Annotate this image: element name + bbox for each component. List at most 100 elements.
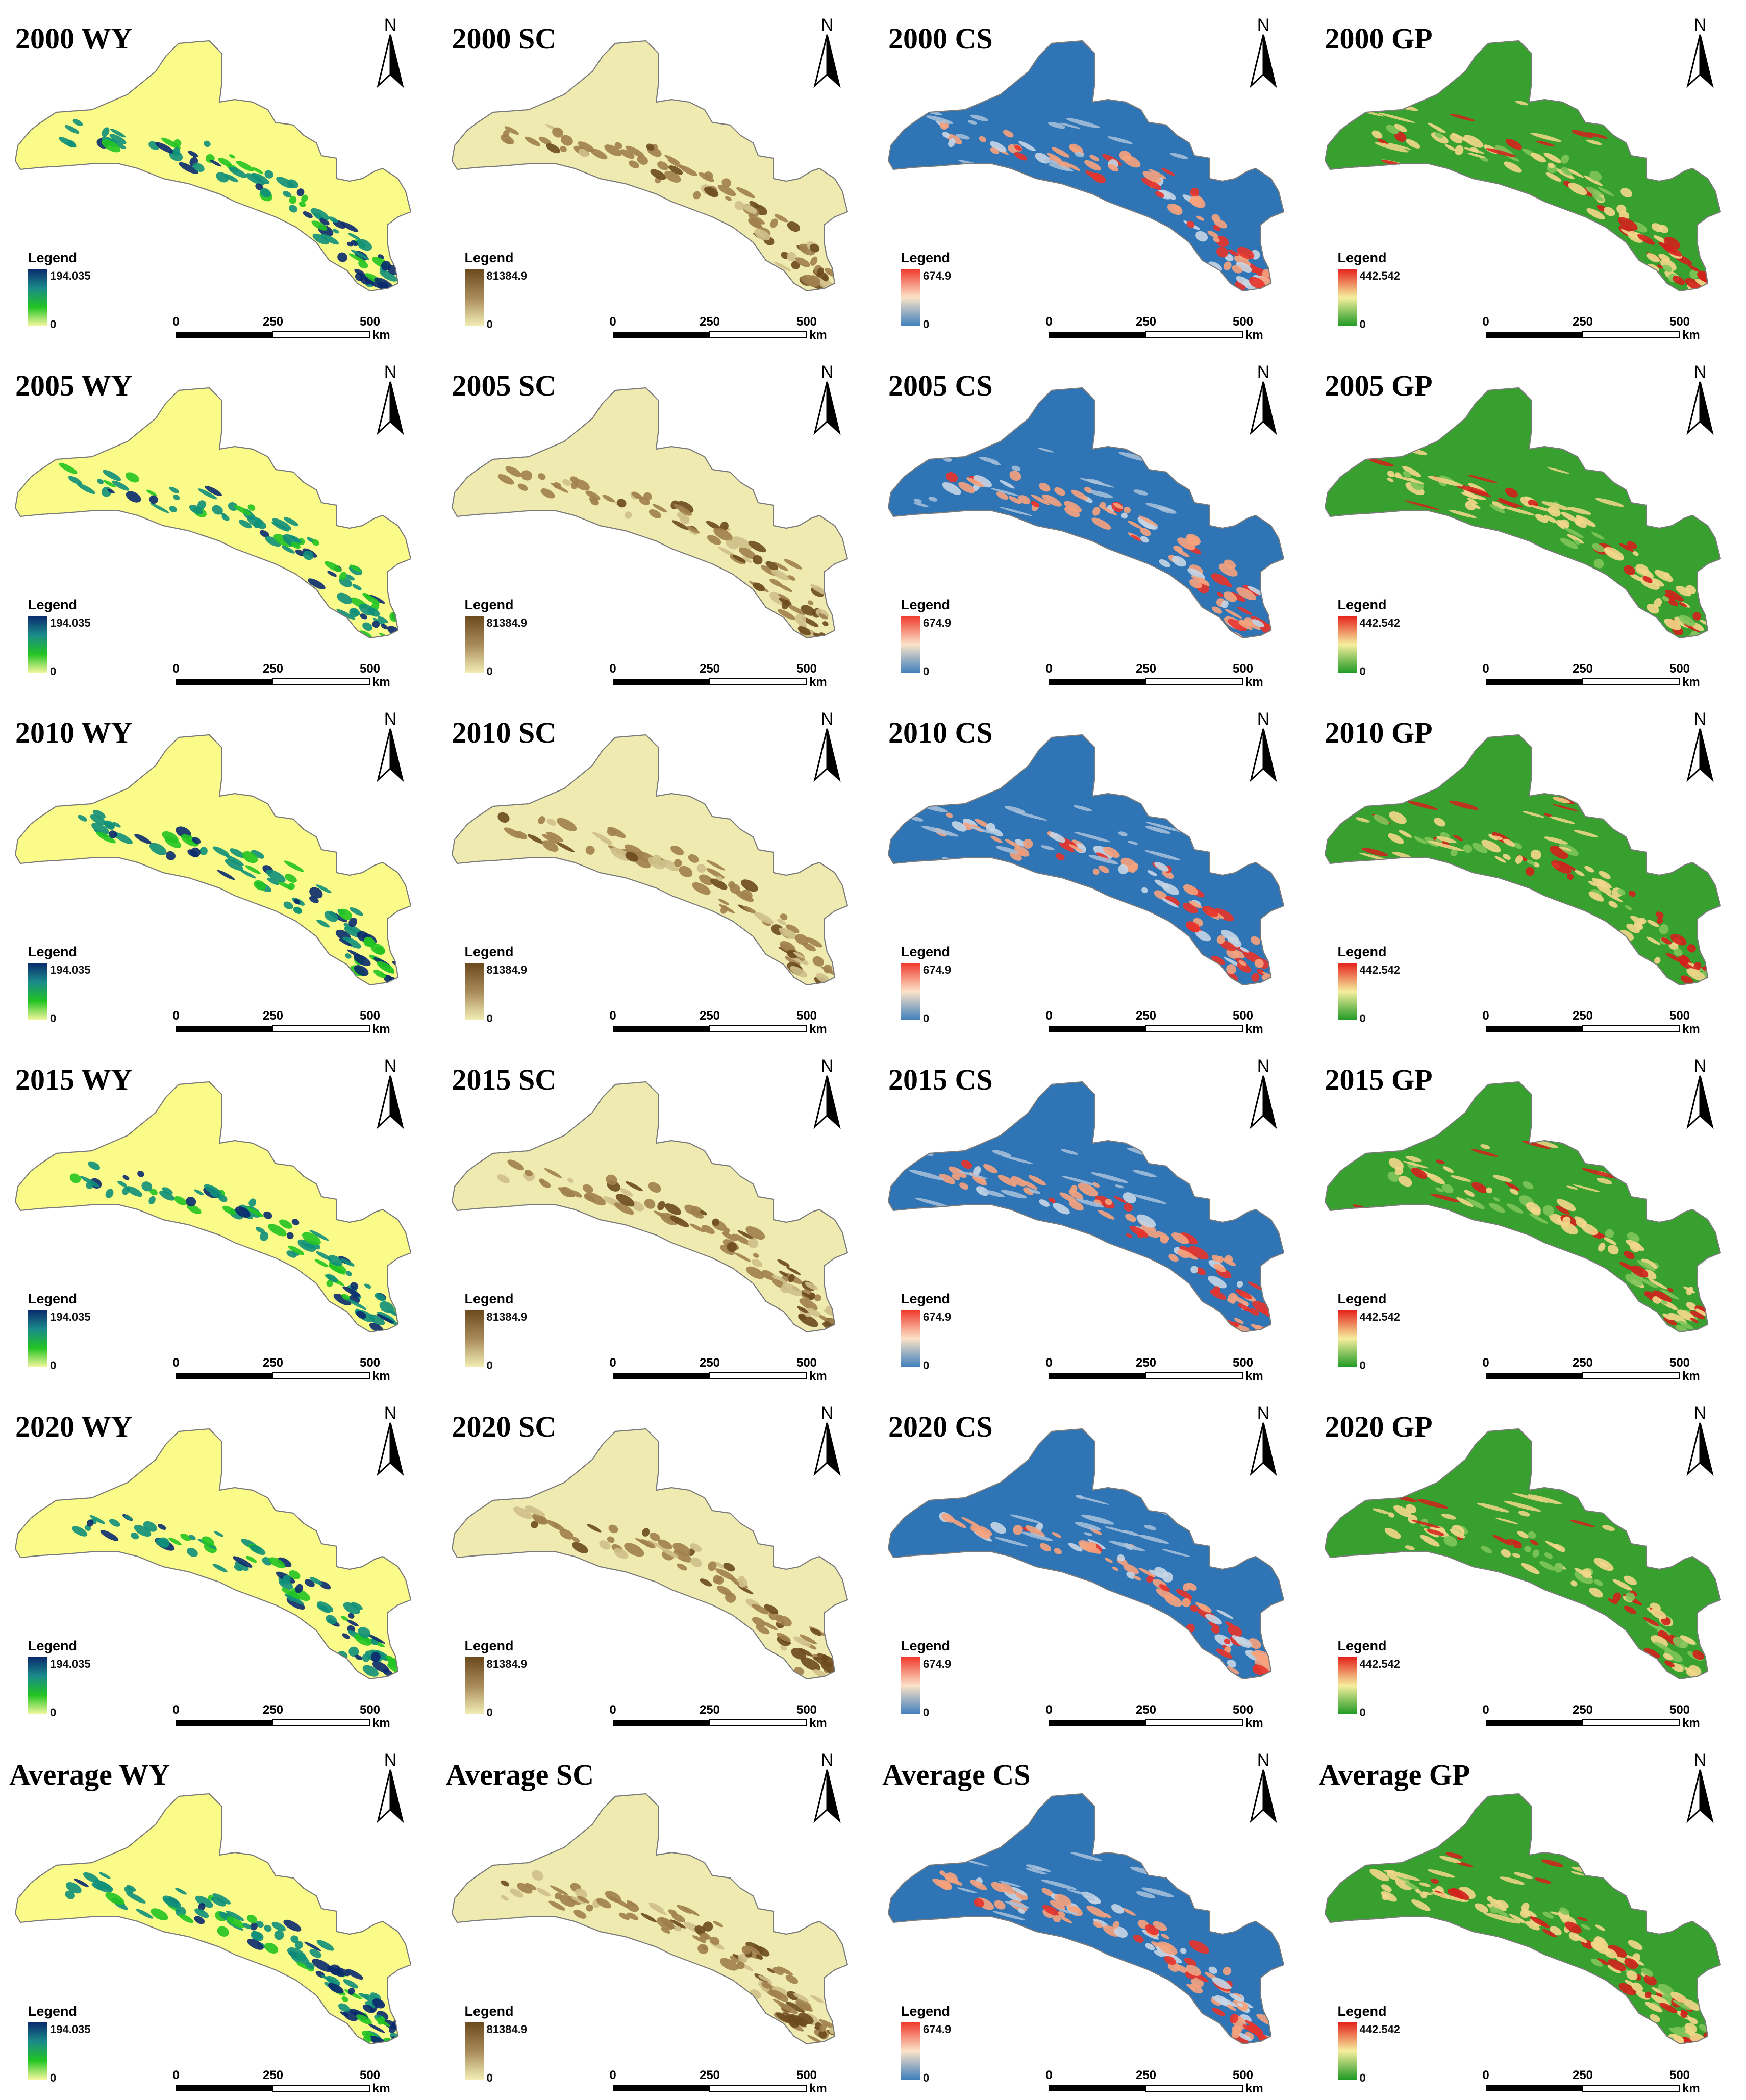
legend-min-value: 0 bbox=[1359, 1012, 1366, 1025]
map-panel-2005-wy: 2005 WY N Legend 194.035 0 0 250 500 km bbox=[0, 347, 437, 694]
north-label: N bbox=[1257, 362, 1270, 382]
scale-tick-label: 500 bbox=[1669, 1009, 1689, 1023]
value-patch bbox=[218, 1195, 228, 1202]
value-patch bbox=[379, 1301, 394, 1313]
value-patch bbox=[109, 134, 127, 144]
value-patch bbox=[1486, 1187, 1492, 1194]
value-patch bbox=[74, 1879, 89, 1887]
value-patch bbox=[1467, 498, 1478, 504]
value-patch bbox=[126, 1892, 146, 1904]
region-boundary bbox=[887, 40, 1285, 292]
value-patch bbox=[1526, 859, 1535, 866]
legend-min-value: 0 bbox=[1359, 1359, 1366, 1372]
value-patch bbox=[1570, 1580, 1577, 1587]
value-streak bbox=[1133, 489, 1149, 496]
value-streak bbox=[1595, 498, 1624, 507]
value-patch bbox=[256, 1921, 264, 1928]
value-patch bbox=[1487, 1896, 1493, 1902]
value-patch bbox=[696, 864, 706, 873]
scale-tick-label: 250 bbox=[1136, 662, 1156, 676]
value-patch bbox=[192, 837, 201, 844]
value-patch bbox=[326, 1615, 337, 1624]
map-panel-2000-gp: 2000 GP N Legend 442.542 0 0 250 500 km bbox=[1310, 0, 1746, 347]
value-patch bbox=[1535, 514, 1548, 523]
value-streak bbox=[1567, 507, 1591, 515]
value-patch bbox=[752, 1617, 765, 1627]
value-patch bbox=[1413, 836, 1427, 844]
value-patch bbox=[1211, 1996, 1232, 2008]
scale-tick-label: 500 bbox=[1233, 315, 1253, 329]
legend-min-value: 0 bbox=[50, 665, 57, 678]
value-patch bbox=[350, 1282, 359, 1290]
value-patches bbox=[500, 123, 839, 291]
value-patch bbox=[362, 1665, 379, 1677]
value-patch bbox=[1598, 187, 1614, 196]
value-streak bbox=[1040, 845, 1055, 850]
value-patch bbox=[1626, 924, 1640, 933]
scale-tick-label: 250 bbox=[699, 315, 719, 329]
value-patch bbox=[1617, 217, 1638, 231]
value-patch bbox=[1018, 141, 1036, 152]
value-patch bbox=[204, 1184, 222, 1196]
value-patch bbox=[316, 1251, 332, 1261]
value-patch bbox=[560, 135, 573, 146]
value-patch bbox=[552, 127, 563, 138]
value-patch bbox=[1623, 1575, 1637, 1585]
north-arrow-right-half bbox=[1699, 1422, 1714, 1476]
value-patch bbox=[162, 1187, 173, 1195]
value-streak bbox=[1105, 1526, 1128, 1534]
value-patch bbox=[1658, 924, 1669, 934]
legend-min-value: 0 bbox=[923, 1706, 930, 1719]
scale-tick-label: 0 bbox=[609, 1356, 616, 1370]
value-patch bbox=[104, 820, 115, 829]
value-patch bbox=[1555, 1205, 1570, 1215]
scale-tick-label: 500 bbox=[360, 1703, 380, 1717]
value-patch bbox=[354, 1633, 372, 1646]
value-patch bbox=[787, 221, 800, 232]
value-patch bbox=[1052, 1532, 1061, 1538]
value-patch bbox=[717, 898, 729, 905]
value-patch bbox=[1187, 568, 1205, 579]
value-patch bbox=[943, 1874, 963, 1886]
value-streak bbox=[1484, 1913, 1521, 1924]
north-arrow-right-half bbox=[1699, 728, 1714, 782]
value-patch bbox=[316, 884, 332, 894]
value-patch bbox=[657, 1539, 672, 1550]
legend-color-ramp bbox=[1337, 1310, 1357, 1367]
value-streak bbox=[1529, 505, 1557, 513]
value-patch bbox=[1098, 865, 1109, 873]
value-patch bbox=[1182, 902, 1198, 913]
value-patch bbox=[1053, 1915, 1061, 1922]
value-patch bbox=[1663, 1653, 1673, 1661]
value-patch bbox=[1125, 1214, 1136, 1222]
scale-tick-label: 500 bbox=[360, 662, 380, 676]
map-panel-2010-wy: 2010 WY N Legend 194.035 0 0 250 500 km bbox=[0, 694, 437, 1041]
value-patch bbox=[570, 1190, 582, 1198]
value-patch bbox=[1111, 1904, 1124, 1914]
value-patch bbox=[1195, 231, 1208, 242]
legend-max-value: 194.035 bbox=[50, 2023, 91, 2036]
value-patch bbox=[1672, 276, 1685, 285]
value-patch bbox=[1480, 1546, 1492, 1553]
north-arrow-right-half bbox=[389, 34, 404, 88]
value-patch bbox=[1542, 1929, 1557, 1938]
value-patch bbox=[818, 2030, 827, 2039]
value-patch bbox=[780, 1645, 787, 1651]
scale-segment-light bbox=[1582, 331, 1680, 338]
region-map bbox=[887, 734, 1285, 986]
value-patch bbox=[1505, 1182, 1520, 1191]
value-patch bbox=[664, 1203, 681, 1215]
value-streak bbox=[1543, 836, 1568, 845]
value-patch bbox=[1216, 246, 1229, 258]
value-patch bbox=[260, 188, 271, 198]
value-patch bbox=[605, 1174, 617, 1185]
value-patch bbox=[754, 912, 774, 924]
north-arrow-icon: N bbox=[813, 1750, 841, 1823]
value-patch bbox=[1567, 168, 1584, 178]
north-label: N bbox=[1257, 1750, 1270, 1770]
value-patch bbox=[1564, 527, 1584, 538]
value-patch bbox=[619, 1188, 633, 1197]
value-patch bbox=[109, 830, 117, 838]
value-patch bbox=[126, 472, 139, 483]
